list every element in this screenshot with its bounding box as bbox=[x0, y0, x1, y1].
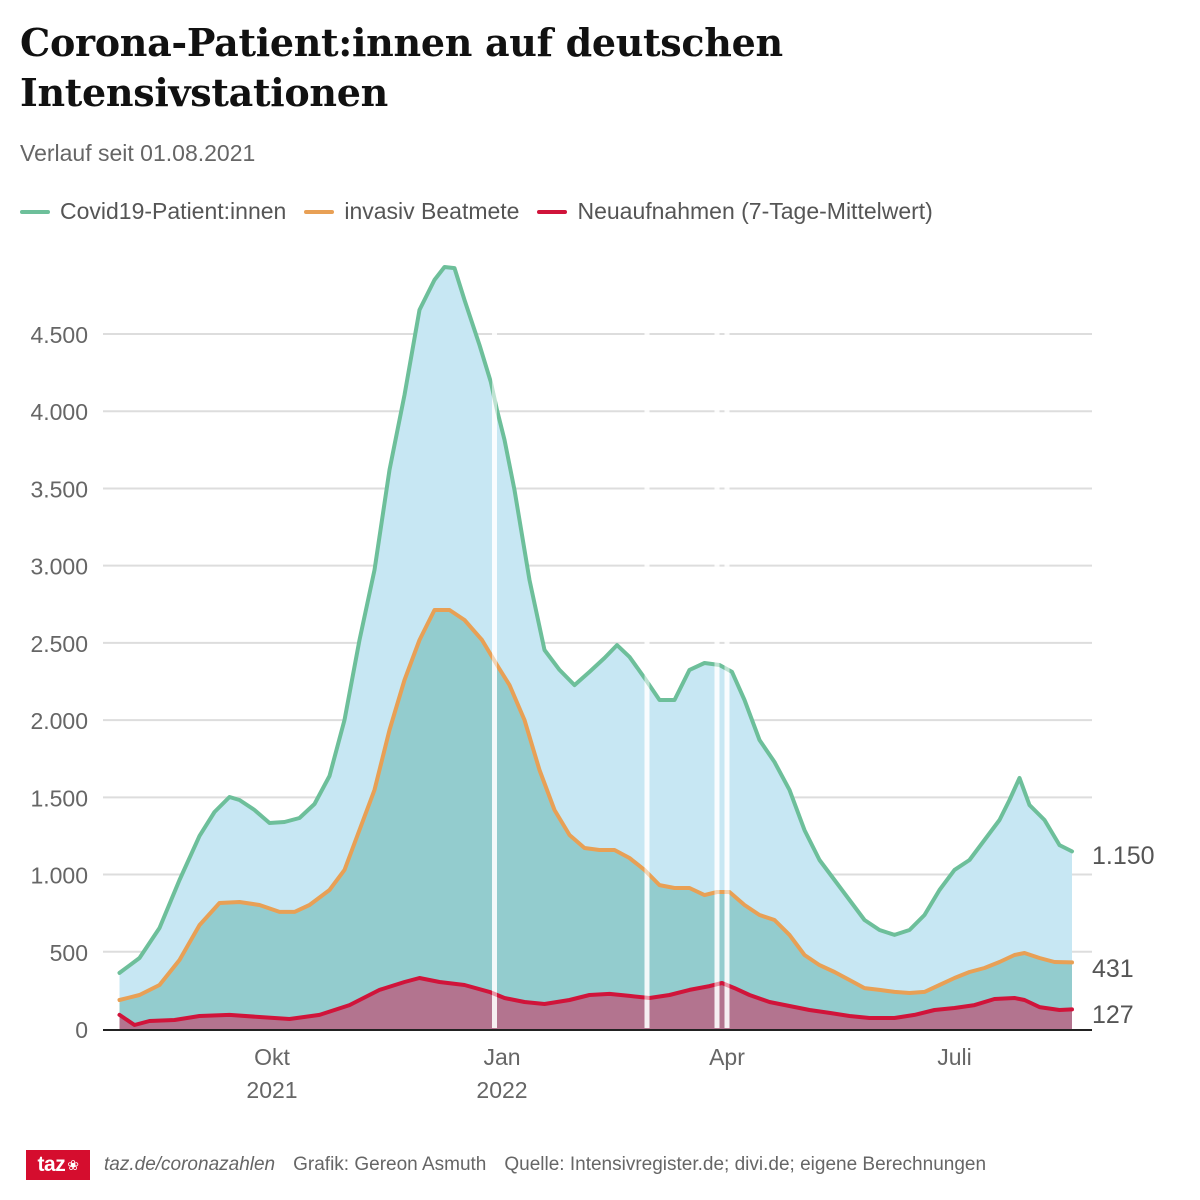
series-lines bbox=[117, 250, 1074, 1028]
end-value-labels: 1.150 431 127 bbox=[1092, 842, 1155, 1029]
x-tick-label: Okt bbox=[254, 1044, 290, 1070]
y-tick-label: 2.500 bbox=[30, 631, 88, 657]
legend-swatch-red bbox=[537, 209, 568, 214]
chart-title-line-2: Intensivstationen bbox=[20, 70, 388, 115]
y-axis-ticks: 0 500 1.000 1.500 2.000 2.500 3.000 3.500 4.000 4… bbox=[30, 322, 88, 1043]
series-areas bbox=[119, 267, 1072, 1029]
x-tick-year-label: 2021 bbox=[246, 1077, 297, 1103]
chart-title: Corona-Patient:innen auf deutschen Inten… bbox=[20, 18, 1120, 118]
legend-swatch-orange bbox=[304, 209, 335, 214]
y-tick-label: 1.500 bbox=[30, 785, 88, 811]
logo-text: taz bbox=[37, 1153, 66, 1176]
data-gap-line-break bbox=[714, 250, 720, 1028]
legend-label: Covid19-Patient:innen bbox=[60, 198, 287, 224]
series-area-1 bbox=[119, 610, 1072, 1029]
x-tick-label: Juli bbox=[937, 1044, 972, 1070]
legend-item-ventilated: invasiv Beatmete bbox=[304, 198, 519, 225]
end-value-label: 1.150 bbox=[1092, 842, 1155, 870]
footer: taz ❀ taz.de/coronazahlen Grafik: Gereon … bbox=[26, 1150, 986, 1180]
chart-title-line-1: Corona-Patient:innen auf deutschen bbox=[20, 20, 783, 65]
data-gap-line-break bbox=[492, 250, 497, 1028]
taz-logo[interactable]: taz ❀ bbox=[26, 1150, 90, 1180]
series-line-1 bbox=[117, 608, 1074, 1002]
y-tick-label: 3.500 bbox=[30, 476, 88, 502]
legend-label: Neuaufnahmen (7-Tage-Mittelwert) bbox=[577, 198, 933, 224]
footer-source: Quelle: Intensivregister.de; divi.de; ei… bbox=[504, 1154, 987, 1175]
series-area-2 bbox=[119, 978, 1072, 1029]
legend-swatch-green bbox=[20, 209, 50, 214]
y-tick-label: 0 bbox=[75, 1017, 88, 1043]
x-tick-label: Jan bbox=[483, 1044, 520, 1070]
y-tick-label: 500 bbox=[50, 940, 88, 966]
y-tick-label: 1.000 bbox=[30, 863, 88, 889]
legend-item-covid-patients: Covid19-Patient:innen bbox=[20, 198, 286, 225]
footer-link[interactable]: taz.de/coronazahlen bbox=[104, 1154, 276, 1175]
x-axis-ticks: Okt 2021 Jan 2022 Apr Juli bbox=[246, 1044, 971, 1103]
end-value-label: 127 bbox=[1092, 1001, 1134, 1029]
x-tick-label: Apr bbox=[709, 1044, 745, 1070]
chart-subtitle: Verlauf seit 01.08.2021 bbox=[20, 140, 256, 166]
legend: Covid19-Patient:innen invasiv Beatmete N… bbox=[20, 198, 951, 225]
legend-label: invasiv Beatmete bbox=[344, 198, 520, 224]
x-tick-year-label: 2022 bbox=[476, 1077, 527, 1103]
legend-item-new-admissions: Neuaufnahmen (7-Tage-Mittelwert) bbox=[537, 198, 933, 225]
paw-icon: ❀ bbox=[67, 1156, 79, 1173]
series-line-0 bbox=[117, 265, 1074, 975]
y-tick-label: 4.000 bbox=[30, 399, 88, 425]
end-value-label: 431 bbox=[1092, 955, 1134, 983]
y-tick-label: 4.500 bbox=[30, 322, 88, 348]
y-tick-label: 3.000 bbox=[30, 554, 88, 580]
data-gap-line-break bbox=[644, 250, 650, 1028]
data-gap-line-break bbox=[724, 250, 730, 1028]
footer-credit: Grafik: Gereon Asmuth bbox=[293, 1154, 487, 1175]
y-tick-label: 2.000 bbox=[30, 708, 88, 734]
